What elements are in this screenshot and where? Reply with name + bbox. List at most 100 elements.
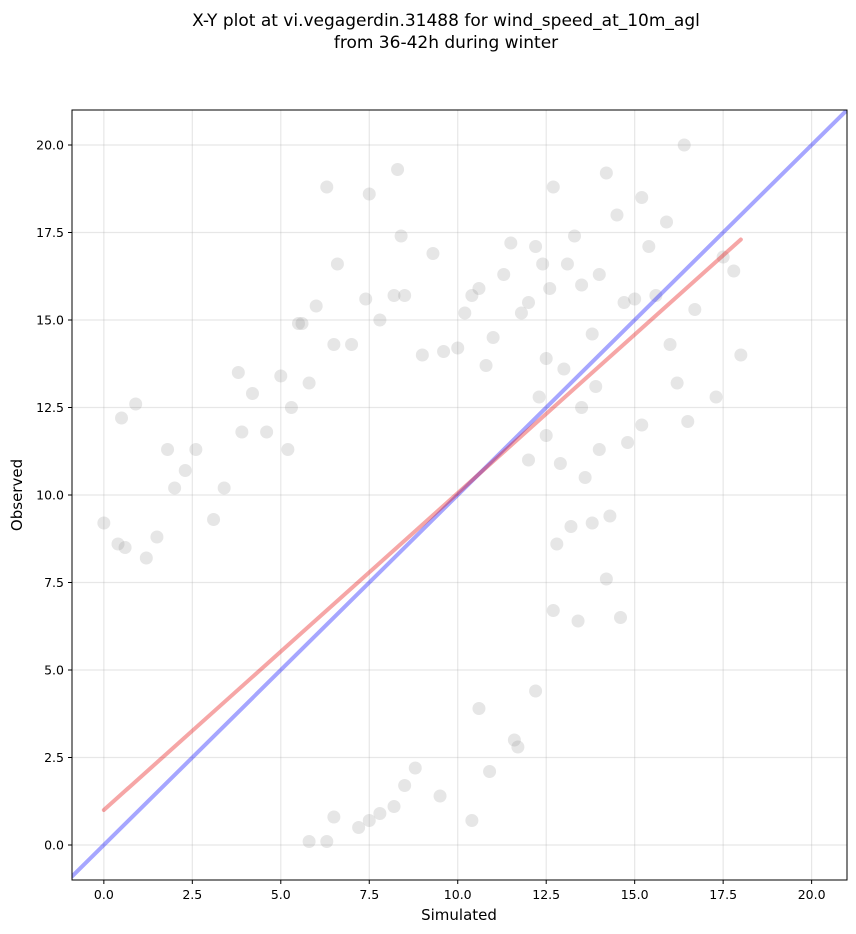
data-point — [320, 180, 334, 194]
data-point — [663, 338, 677, 351]
chart-title-line-1: X-Y plot at vi.vegagerdin.31488 for wind… — [192, 11, 700, 31]
data-point — [514, 306, 528, 320]
data-point — [677, 138, 691, 152]
y-axis-label: Observed — [8, 459, 26, 531]
data-point — [546, 604, 560, 617]
data-point — [168, 481, 182, 495]
data-point — [575, 278, 589, 292]
x-tick-label-6: 15.0 — [621, 887, 649, 902]
data-point — [486, 331, 500, 344]
data-point — [189, 443, 203, 456]
data-point — [373, 313, 387, 327]
data-point — [557, 362, 571, 376]
data-points — [97, 138, 748, 848]
data-point — [394, 229, 408, 243]
data-point — [274, 369, 288, 383]
data-point — [217, 481, 231, 495]
y-tick-label-0: 0.0 — [44, 838, 64, 853]
data-point — [564, 520, 578, 533]
data-point — [599, 166, 613, 180]
data-point — [571, 614, 585, 628]
data-point — [345, 338, 359, 351]
x-tick-label-8: 20.0 — [798, 887, 826, 902]
y-tick-label-2: 5.0 — [44, 663, 64, 678]
data-point — [642, 240, 656, 253]
data-point — [628, 292, 642, 306]
data-point — [398, 289, 412, 302]
data-point — [546, 180, 560, 194]
data-point — [539, 352, 553, 365]
data-point — [511, 740, 525, 754]
data-point — [497, 268, 511, 281]
data-point — [589, 380, 603, 393]
data-point — [408, 761, 422, 775]
data-point — [727, 264, 741, 278]
data-point — [529, 684, 543, 698]
data-point — [599, 572, 613, 586]
data-point — [688, 303, 702, 316]
data-point — [161, 443, 175, 456]
data-point — [291, 317, 305, 330]
x-tick-label-4: 10.0 — [444, 887, 472, 902]
data-point — [465, 289, 479, 302]
data-point — [504, 236, 518, 250]
data-point — [585, 327, 599, 341]
data-point — [709, 390, 723, 404]
data-point — [398, 779, 412, 792]
data-point — [231, 366, 245, 379]
y-tick-label-7: 17.5 — [36, 225, 64, 240]
data-point — [139, 551, 153, 565]
data-point — [507, 733, 521, 747]
y-tick-label-8: 20.0 — [36, 138, 64, 153]
data-point — [118, 541, 132, 554]
data-point — [284, 401, 298, 414]
data-point — [635, 191, 649, 204]
data-point — [295, 317, 309, 330]
data-point — [734, 348, 748, 362]
data-point — [649, 289, 663, 302]
x-tick-label-1: 2.5 — [182, 887, 202, 902]
data-point — [433, 789, 447, 803]
data-point — [359, 292, 373, 306]
data-point — [281, 443, 295, 456]
data-point — [660, 215, 674, 229]
data-point — [97, 516, 111, 530]
data-point — [309, 299, 323, 313]
data-point — [387, 289, 401, 302]
data-point — [553, 457, 567, 470]
data-point — [260, 425, 274, 439]
data-point — [522, 296, 536, 309]
data-point — [603, 509, 617, 523]
data-point — [578, 471, 592, 484]
data-point — [670, 376, 684, 390]
data-point — [111, 537, 125, 551]
identity-line — [72, 110, 847, 879]
y-axis-ticks: 0.0 2.5 5.0 7.5 10.0 12.5 15.0 17.5 20.0 — [36, 138, 72, 853]
data-point — [207, 513, 221, 526]
data-point — [150, 530, 164, 544]
x-tick-label-5: 12.5 — [532, 887, 560, 902]
data-point — [575, 401, 589, 414]
data-point — [330, 257, 344, 271]
x-tick-label-0: 0.0 — [94, 887, 114, 902]
data-point — [635, 418, 649, 432]
data-point — [592, 443, 606, 456]
data-point — [483, 765, 497, 778]
y-tick-label-6: 15.0 — [36, 313, 64, 328]
y-tick-label-5: 12.5 — [36, 400, 64, 415]
data-point — [302, 835, 316, 848]
data-point — [327, 810, 341, 824]
reference-lines — [72, 110, 847, 879]
x-tick-label-7: 17.5 — [709, 887, 737, 902]
data-point — [614, 611, 628, 624]
grid — [72, 110, 847, 880]
data-point — [373, 807, 387, 820]
data-point — [592, 268, 606, 281]
data-point — [129, 397, 143, 411]
data-point — [245, 387, 259, 400]
y-tick-label-1: 2.5 — [44, 750, 64, 765]
regression-line — [101, 237, 743, 812]
data-point — [178, 464, 192, 477]
data-point — [529, 240, 543, 253]
